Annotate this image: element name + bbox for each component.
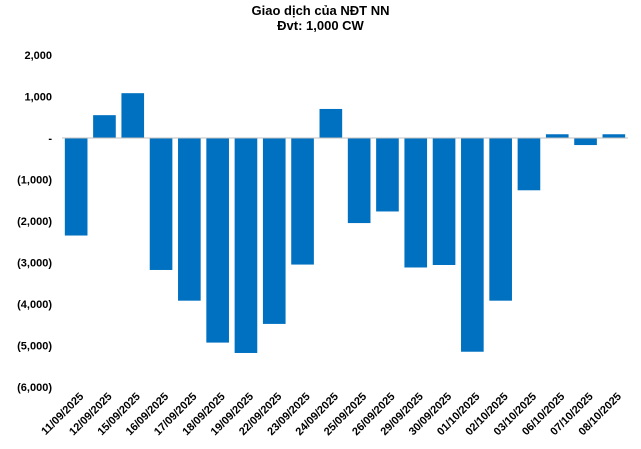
bar (64, 138, 88, 236)
bar (206, 138, 229, 343)
bar (517, 138, 541, 191)
y-tick-label: (6,000) (17, 382, 52, 394)
bar (178, 138, 201, 301)
bar (461, 138, 484, 352)
y-tick-label: 1,000 (24, 92, 52, 104)
y-tick-label: (4,000) (17, 299, 52, 311)
bar (545, 134, 569, 138)
bar (319, 108, 343, 138)
bar (262, 138, 286, 324)
y-tick-label: - (48, 133, 52, 145)
y-tick-label: (3,000) (17, 258, 52, 270)
bar (347, 138, 371, 224)
bar (489, 138, 512, 301)
chart-title: Giao dịch của NĐT NN (251, 3, 390, 18)
y-tick-label: (5,000) (17, 341, 52, 353)
y-tick-label: 2,000 (24, 50, 52, 62)
bar (602, 134, 626, 138)
bar (291, 138, 314, 265)
y-tick-label: (1,000) (17, 175, 52, 187)
bar (149, 138, 173, 270)
bar (93, 115, 116, 138)
bar (432, 138, 456, 265)
bar (574, 138, 597, 146)
bar (376, 138, 399, 212)
bar (234, 138, 258, 353)
chart-subtitle: Đvt: 1,000 CW (277, 18, 364, 33)
y-tick-label: (2,000) (17, 216, 52, 228)
bar (404, 138, 428, 268)
bar (121, 93, 145, 138)
